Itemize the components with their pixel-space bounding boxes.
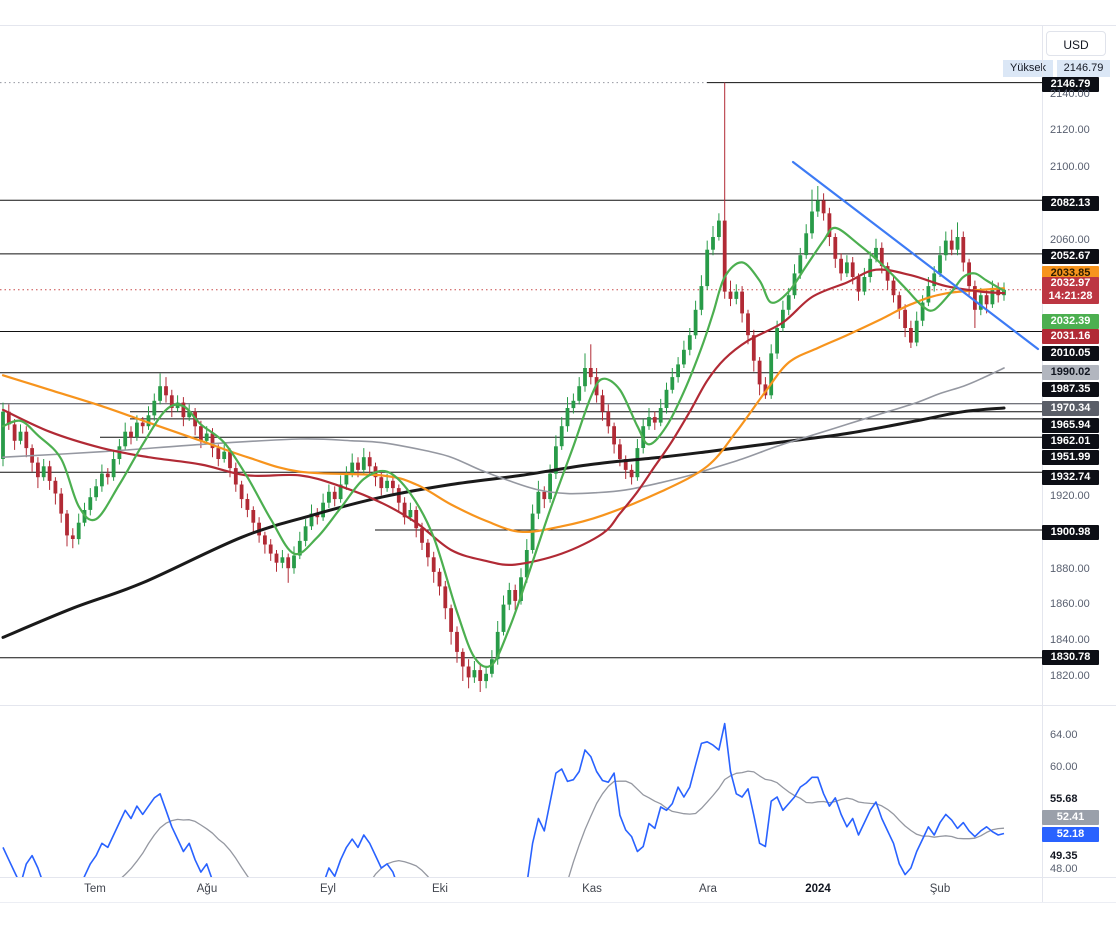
oscillator-line	[2, 722, 1005, 939]
trendline[interactable]	[791, 160, 1040, 351]
ma-gray[interactable]	[2, 367, 1005, 495]
time-axis-label: Tem	[84, 883, 106, 895]
price-level-chip: 1900.98	[1042, 525, 1099, 540]
price-axis-tick: 1880.00	[1050, 563, 1090, 575]
price-axis-tick: 2140.00	[1050, 88, 1090, 100]
time-axis-label: Ağu	[196, 883, 218, 895]
price-level-chip: 2010.05	[1042, 346, 1099, 361]
time-axis-label: Eki	[432, 883, 448, 895]
price-axis-tick: 64.00	[1050, 729, 1078, 741]
session-high-label: Yüksek	[1003, 60, 1053, 77]
price-axis-tick: 2120.00	[1050, 124, 1090, 136]
price-chart-canvas[interactable]	[0, 25, 1042, 705]
price-level-chip: 1965.94	[1042, 418, 1099, 433]
price-level-chip: 1962.01	[1042, 434, 1099, 449]
price-axis-tick: 60.00	[1050, 761, 1078, 773]
currency-usd-button[interactable]: USD	[1046, 31, 1106, 56]
price-chart-pane[interactable]	[0, 25, 1042, 705]
bottom-strip	[0, 902, 1116, 939]
price-level-chip: 1990.02	[1042, 365, 1099, 380]
price-axis-tick: 1820.00	[1050, 670, 1090, 682]
oscillator-pane[interactable]	[0, 705, 1042, 939]
time-axis-label: Eyl	[320, 883, 336, 895]
price-level-chip: 2031.16	[1042, 329, 1099, 344]
price-axis-tick: 2060.00	[1050, 234, 1090, 246]
ma-black-slow[interactable]	[1, 406, 1006, 639]
pane-divider[interactable]	[0, 705, 1116, 706]
price-level-chip: 2082.13	[1042, 196, 1099, 211]
price-level-chip: 52.41	[1042, 810, 1099, 825]
price-level-chip: 2146.79	[1042, 77, 1099, 92]
time-axis-label: Kas	[582, 883, 602, 895]
price-axis-tick: 2100.00	[1050, 161, 1090, 173]
ma-orange[interactable]	[1, 287, 1006, 534]
session-high-value: 2146.79	[1057, 60, 1110, 77]
price-level-chip: 1951.99	[1042, 450, 1099, 465]
time-axis-label: 2024	[805, 883, 831, 895]
price-axis-tick: 1920.00	[1050, 490, 1090, 502]
time-axis[interactable]: Tem Ağu Eyl Eki Kas Ara 2024 Şub	[0, 877, 1116, 902]
oscillator-signal-line	[78, 770, 1005, 939]
price-level-chip: 2032.39	[1042, 314, 1099, 329]
oscillator-band-label: 49.35	[1050, 850, 1078, 862]
price-level-chip: 1830.78	[1042, 650, 1099, 665]
price-axis-tick: 1840.00	[1050, 634, 1090, 646]
candlestick-series[interactable]	[1, 82, 1006, 692]
price-level-chip: 1987.35	[1042, 382, 1099, 397]
price-level-chip: 1970.34	[1042, 401, 1099, 416]
header-divider	[0, 25, 1116, 26]
price-axis-tick: 48.00	[1050, 863, 1078, 875]
current-price-chip: 2032.97 14:21:28	[1042, 277, 1099, 304]
time-axis-label: Ara	[699, 883, 717, 895]
price-axis[interactable]: 2146.79 2140.00 2120.00 2100.00 2082.13 2060.…	[1042, 25, 1116, 877]
price-level-chip: 2052.67	[1042, 249, 1099, 264]
current-price-countdown: 14:21:28	[1048, 290, 1093, 302]
oscillator-canvas[interactable]	[0, 705, 1042, 939]
ma-green-fast[interactable]	[1, 226, 1006, 668]
price-axis-tick: 1860.00	[1050, 598, 1090, 610]
ma-red[interactable]	[1, 268, 1006, 566]
price-level-chip: 1932.74	[1042, 470, 1099, 485]
time-axis-label: Şub	[929, 883, 951, 895]
oscillator-band-label: 55.68	[1050, 793, 1078, 805]
price-level-chip: 52.18	[1042, 827, 1099, 842]
